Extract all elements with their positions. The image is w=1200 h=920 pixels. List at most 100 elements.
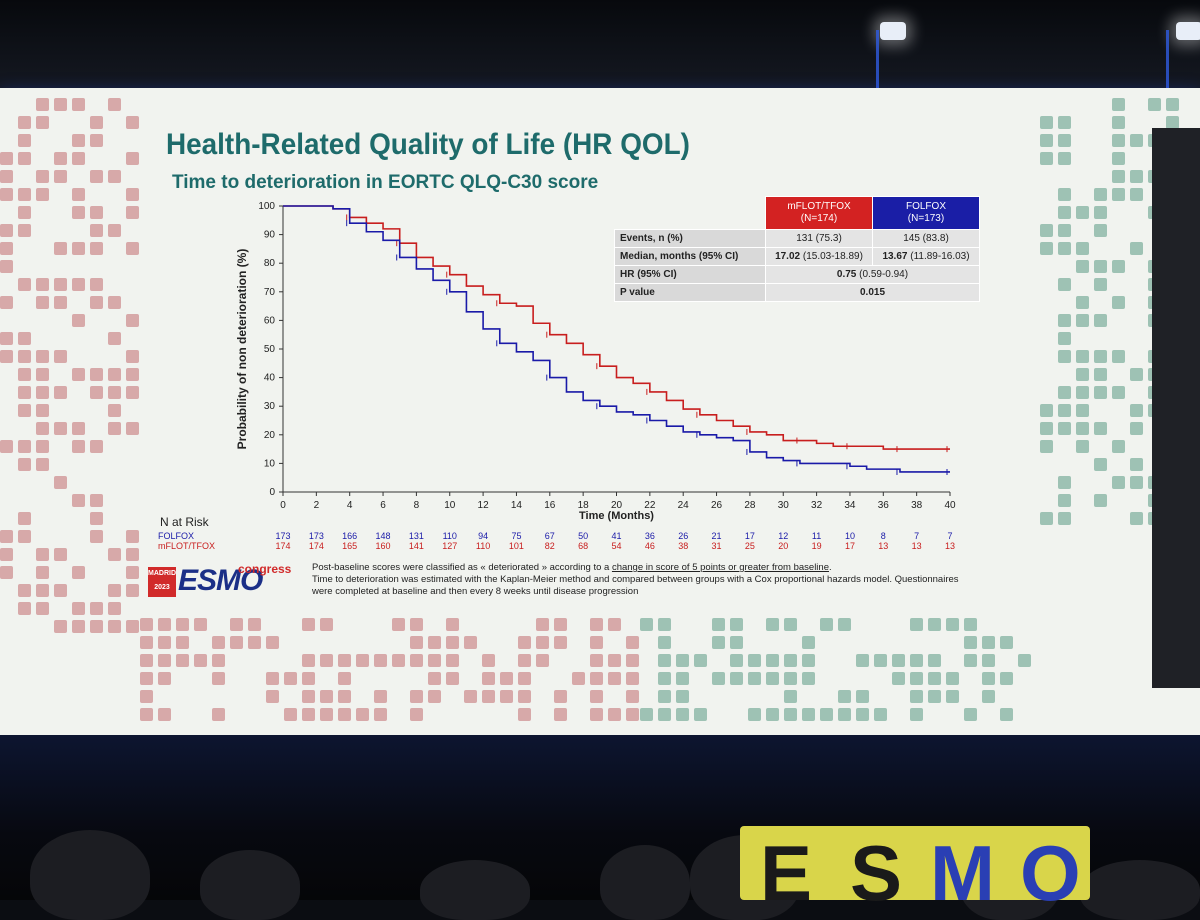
decor-square [266, 690, 279, 703]
decor-square [766, 618, 779, 631]
decor-square [36, 566, 49, 579]
decor-square [302, 690, 315, 703]
decor-square [500, 672, 513, 685]
decor-square [356, 708, 369, 721]
decor-square [0, 152, 13, 165]
decor-square [982, 636, 995, 649]
decor-square [158, 708, 171, 721]
at-risk-count: 75 [511, 531, 521, 541]
decor-square [626, 654, 639, 667]
decor-square [784, 654, 797, 667]
decor-square [928, 690, 941, 703]
decor-square [820, 618, 833, 631]
decor-square [608, 654, 621, 667]
decor-square [712, 672, 725, 685]
decor-square [1058, 422, 1071, 435]
decor-square [0, 530, 13, 543]
decor-square [1040, 242, 1053, 255]
x-tick-label: 12 [478, 500, 490, 511]
decor-square [0, 296, 13, 309]
decor-square [766, 672, 779, 685]
decor-square [90, 602, 103, 615]
decor-square [1094, 350, 1107, 363]
decor-square [54, 296, 67, 309]
decor-square [126, 116, 139, 129]
x-tick-label: 24 [678, 500, 690, 511]
decor-square [874, 708, 887, 721]
decor-square [572, 672, 585, 685]
at-risk-count: 12 [778, 531, 788, 541]
at-risk-count: 174 [275, 541, 290, 551]
decor-square [590, 636, 603, 649]
decor-square [158, 618, 171, 631]
at-risk-count: 13 [945, 541, 955, 551]
decor-square [108, 368, 121, 381]
decor-square [90, 296, 103, 309]
decor-square [54, 98, 67, 111]
decor-square [36, 170, 49, 183]
decor-square [54, 386, 67, 399]
decor-square [18, 368, 31, 381]
decor-square [1058, 404, 1071, 417]
decor-square [302, 672, 315, 685]
at-risk-count: 13 [878, 541, 888, 551]
decor-square [820, 708, 833, 721]
decor-square [126, 620, 139, 633]
decor-square [72, 98, 85, 111]
decor-square [140, 618, 153, 631]
decor-square [1130, 404, 1143, 417]
decor-square [1018, 654, 1031, 667]
x-tick-label: 38 [911, 500, 923, 511]
decor-square [590, 690, 603, 703]
decor-square [54, 170, 67, 183]
decor-square [784, 618, 797, 631]
decor-square [1094, 224, 1107, 237]
decor-square [536, 618, 549, 631]
decor-square [338, 690, 351, 703]
decor-square [838, 690, 851, 703]
decor-square [212, 708, 225, 721]
decor-square [446, 618, 459, 631]
decor-square [320, 654, 333, 667]
decor-square [910, 672, 923, 685]
decor-square [72, 368, 85, 381]
decor-square [1094, 422, 1107, 435]
decor-square [1112, 260, 1125, 273]
decor-square [1040, 440, 1053, 453]
decor-square [802, 654, 815, 667]
decor-square [18, 458, 31, 471]
decor-square [194, 618, 207, 631]
arm2-header: FOLFOX (N=173) [872, 196, 980, 230]
decor-square [90, 242, 103, 255]
x-tick-label: 26 [711, 500, 723, 511]
decor-square [964, 636, 977, 649]
decor-square [1112, 440, 1125, 453]
decor-square [554, 690, 567, 703]
decor-square [910, 618, 923, 631]
at-risk-count: 54 [611, 541, 621, 551]
decor-square [428, 636, 441, 649]
x-tick-label: 20 [611, 500, 623, 511]
decor-square [1166, 116, 1179, 129]
decor-square [90, 206, 103, 219]
x-tick-label: 4 [347, 500, 353, 511]
decor-square [108, 404, 121, 417]
decor-square [1058, 242, 1071, 255]
decor-square [126, 314, 139, 327]
esmo-stage-sign: E S M O [740, 826, 1090, 912]
decor-square [90, 620, 103, 633]
decor-square [1148, 98, 1161, 111]
decor-square [608, 708, 621, 721]
decor-square [72, 188, 85, 201]
decor-square [176, 636, 189, 649]
decor-square [18, 512, 31, 525]
decor-square [428, 672, 441, 685]
decor-square [766, 654, 779, 667]
decor-square [0, 350, 13, 363]
decor-square [176, 618, 189, 631]
at-risk-count: 25 [745, 541, 755, 551]
decor-square [72, 314, 85, 327]
decor-square [126, 584, 139, 597]
decor-square [658, 618, 671, 631]
